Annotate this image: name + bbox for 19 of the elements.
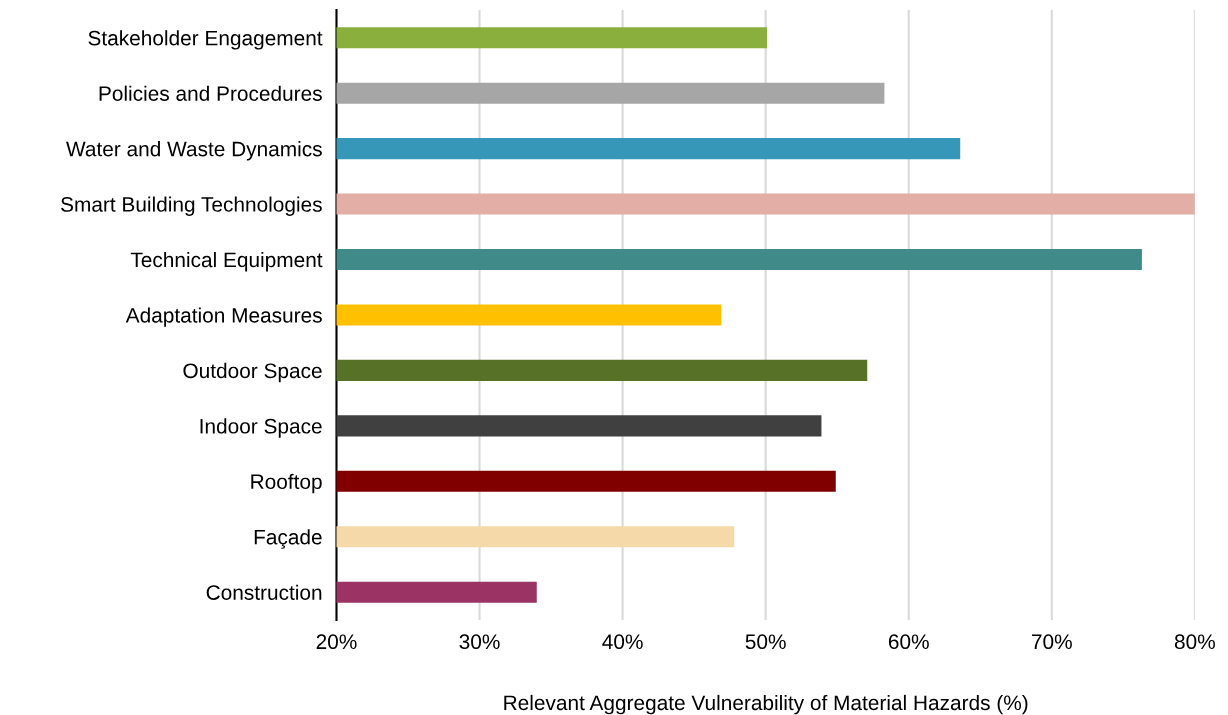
y-tick-label: Policies and Procedures	[99, 85, 322, 101]
y-tick-label: Construction	[206, 584, 322, 600]
y-tick-label: Technical Equipment	[130, 251, 323, 272]
x-tick-label: 70%	[1032, 634, 1072, 650]
x-tick-label: 60%	[888, 634, 929, 650]
x-tick-label: 50%	[745, 634, 786, 650]
y-tick-label: Adaptation Measures	[125, 307, 322, 327]
y-tick-label: Indoor Space	[200, 418, 322, 438]
x-tick-label: 30%	[459, 634, 500, 650]
y-tick-label: Outdoor Space	[183, 362, 322, 383]
x-axis-title: Relevant Aggregate Vulnerability of Material Hazards (%)	[504, 694, 1028, 715]
y-tick-label: Rooftop	[251, 473, 322, 494]
y-tick-label: Smart Building Technologies	[61, 196, 322, 216]
y-tick-label: Water and Waste Dynamics	[66, 141, 322, 161]
x-tick-label: 20%	[316, 634, 357, 650]
y-tick-label: Stakeholder Engagement	[88, 30, 323, 50]
x-tick-label: 80%	[1174, 634, 1215, 650]
y-tick-label: Façade	[254, 529, 322, 549]
x-tick-label: 40%	[602, 634, 643, 650]
